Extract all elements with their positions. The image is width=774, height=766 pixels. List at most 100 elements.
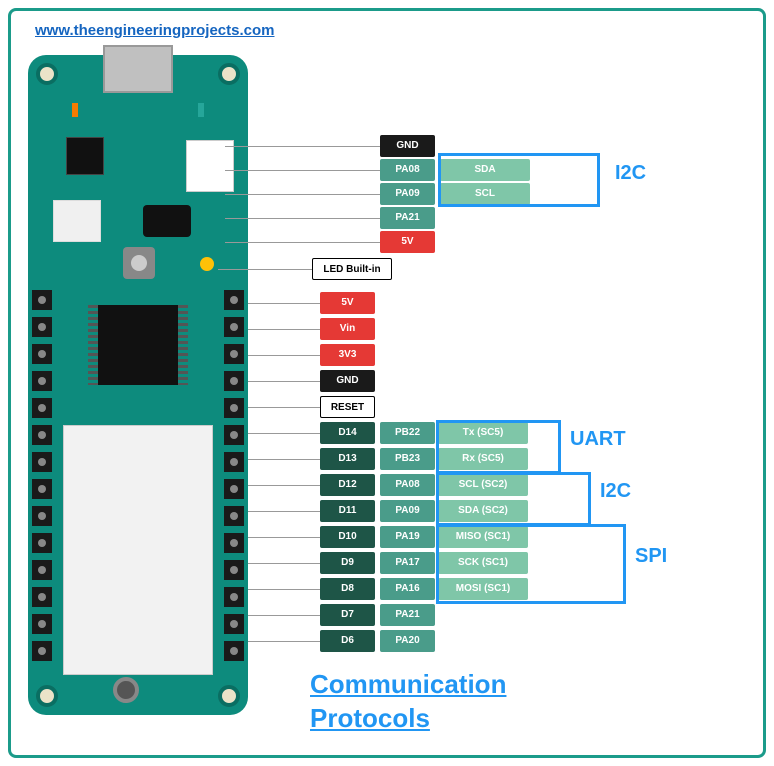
pin xyxy=(32,506,52,526)
orange-led xyxy=(72,103,78,117)
pin-label: PB22 xyxy=(380,422,435,444)
pin-label: PA09 xyxy=(380,183,435,205)
pin xyxy=(32,290,52,310)
pin-header-right xyxy=(224,290,244,661)
pin xyxy=(224,317,244,337)
mounting-hole xyxy=(36,685,58,707)
pin xyxy=(32,398,52,418)
mounting-hole xyxy=(218,685,240,707)
leader-line xyxy=(248,485,320,486)
pin xyxy=(32,344,52,364)
pin-header-left xyxy=(32,290,52,661)
reset-button xyxy=(123,247,155,279)
pin xyxy=(32,317,52,337)
leader-line xyxy=(225,242,380,243)
pin-label: D12 xyxy=(320,474,375,496)
pin xyxy=(32,560,52,580)
pin-label: PA08 xyxy=(380,474,435,496)
pin-label: 3V3 xyxy=(320,344,375,366)
leader-line xyxy=(248,511,320,512)
leader-line xyxy=(218,269,312,270)
builtin-led xyxy=(200,257,214,271)
leader-line xyxy=(225,194,380,195)
pin-label: PA09 xyxy=(380,500,435,522)
pin-label: D6 xyxy=(320,630,375,652)
pin-label: PA16 xyxy=(380,578,435,600)
leader-line xyxy=(248,589,320,590)
leader-line xyxy=(248,407,320,408)
leader-line xyxy=(225,218,380,219)
protocol-label: I2C xyxy=(615,162,646,185)
pcb-board xyxy=(28,55,248,715)
antenna-connector xyxy=(113,677,139,703)
protocol-label: I2C xyxy=(600,480,631,503)
pin-label: D7 xyxy=(320,604,375,626)
pin xyxy=(224,344,244,364)
pin xyxy=(224,614,244,634)
leader-line xyxy=(225,146,380,147)
leader-line xyxy=(248,433,320,434)
pin xyxy=(32,479,52,499)
pin-label: GND xyxy=(380,135,435,157)
usb-connector xyxy=(103,45,173,93)
leader-line xyxy=(248,303,320,304)
pin-label: D10 xyxy=(320,526,375,548)
pin xyxy=(224,398,244,418)
pin xyxy=(32,641,52,661)
pin xyxy=(224,425,244,445)
leader-line xyxy=(248,459,320,460)
small-chip xyxy=(66,137,104,175)
pin-label: PA21 xyxy=(380,207,435,229)
pin xyxy=(224,533,244,553)
pin-label: PA19 xyxy=(380,526,435,548)
leader-line xyxy=(248,563,320,564)
pin-label: GND xyxy=(320,370,375,392)
white-component xyxy=(53,200,101,242)
pin xyxy=(224,290,244,310)
pin-label: Vin xyxy=(320,318,375,340)
main-mcu-chip xyxy=(98,305,178,385)
pin xyxy=(32,452,52,472)
pin xyxy=(32,587,52,607)
pin xyxy=(32,425,52,445)
pin-label: PA20 xyxy=(380,630,435,652)
pin xyxy=(224,560,244,580)
pin xyxy=(32,614,52,634)
protocol-box xyxy=(436,472,591,526)
protocol-box xyxy=(436,524,626,604)
white-connector xyxy=(186,140,234,192)
pin-label: 5V xyxy=(320,292,375,314)
rf-shield xyxy=(63,425,213,675)
pin xyxy=(32,371,52,391)
protocol-box xyxy=(436,420,561,474)
green-led xyxy=(198,103,204,117)
pin xyxy=(224,371,244,391)
leader-line xyxy=(248,329,320,330)
leader-line xyxy=(248,641,320,642)
pin-label: PB23 xyxy=(380,448,435,470)
protocol-label: UART xyxy=(570,428,626,451)
protocol-label: SPI xyxy=(635,545,667,568)
pin-label: D13 xyxy=(320,448,375,470)
leader-line xyxy=(248,381,320,382)
pin-label: D11 xyxy=(320,500,375,522)
protocol-box xyxy=(438,153,600,207)
diagram-title: CommunicationProtocols xyxy=(310,668,506,736)
source-url: www.theengineeringprojects.com xyxy=(35,22,275,39)
mounting-hole xyxy=(218,63,240,85)
pin xyxy=(224,587,244,607)
pin xyxy=(224,452,244,472)
black-component xyxy=(143,205,191,237)
pin-label: D9 xyxy=(320,552,375,574)
leader-line xyxy=(248,537,320,538)
leader-line xyxy=(248,355,320,356)
mounting-hole xyxy=(36,63,58,85)
pin-label: PA21 xyxy=(380,604,435,626)
pin xyxy=(32,533,52,553)
pin-label: PA17 xyxy=(380,552,435,574)
pin-label: 5V xyxy=(380,231,435,253)
pin-label: D14 xyxy=(320,422,375,444)
board-diagram xyxy=(28,55,248,715)
led-builtin-label: LED Built-in xyxy=(312,258,392,280)
leader-line xyxy=(248,615,320,616)
